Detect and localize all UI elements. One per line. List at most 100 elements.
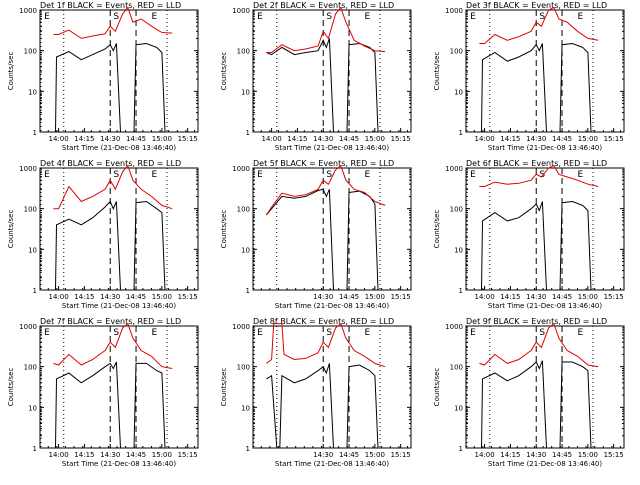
y-tick-label: 100	[450, 206, 463, 214]
events-series-line	[266, 38, 379, 133]
detector-panel: Det 3f BLACK = Events, RED = LLD 1 10 100 10…	[433, 1, 625, 152]
x-tick-label: 14:00	[48, 293, 68, 301]
marker-label: E	[365, 170, 371, 180]
y-tick-label: 1	[246, 287, 250, 295]
y-tick-label: 10	[28, 404, 37, 412]
marker-label: E	[578, 328, 584, 338]
marker-label: E	[470, 328, 476, 338]
marker-label: E	[44, 170, 50, 180]
marker-label: E	[578, 12, 584, 22]
y-tick-label: 10	[241, 404, 250, 412]
x-axis-label: Start Time (21-Dec-08 13:46:40)	[488, 144, 602, 152]
marker-label: S	[326, 328, 332, 338]
plot-frame	[465, 9, 625, 133]
y-axis-label: Counts/sec	[7, 52, 15, 91]
y-tick-label: 10	[28, 88, 37, 96]
panel-title: Det 6f BLACK = Events, RED = LLD	[466, 159, 607, 168]
lld-series-line	[479, 322, 599, 368]
x-tick-label: 15:00	[365, 293, 385, 301]
x-tick-label: 14:15	[500, 451, 520, 459]
x-tick-label: 14:30	[526, 293, 546, 301]
x-tick-label: 14:00	[48, 451, 68, 459]
lld-series-line	[53, 164, 173, 210]
panel-title: Det 2f BLACK = Events, RED = LLD	[253, 1, 394, 10]
detector-panel: Det 6f BLACK = Events, RED = LLD 1 10 100 10…	[433, 159, 625, 310]
marker-label: E	[152, 12, 158, 22]
lld-series-line	[53, 6, 173, 39]
marker-label: E	[365, 12, 371, 22]
detector-panel: Det 9f BLACK = Events, RED = LLD 1 10 100 10…	[433, 317, 625, 468]
detector-panel: Det 2f BLACK = Events, RED = LLD 1 10 100 10…	[220, 1, 412, 152]
x-axis-label: Start Time (21-Dec-08 13:46:40)	[62, 144, 176, 152]
detector-panel: Det 4f BLACK = Events, RED = LLD 1 10 100 10…	[7, 159, 199, 310]
x-tick-label: 14:15	[500, 293, 520, 301]
y-tick-label: 1000	[445, 7, 463, 15]
events-series-line	[55, 361, 166, 449]
x-axis-label: Start Time (21-Dec-08 13:46:40)	[488, 302, 602, 310]
y-tick-label: 1	[246, 445, 250, 453]
lld-series-line	[265, 164, 386, 216]
lld-series-line	[266, 322, 386, 368]
y-axis-label: Counts/sec	[7, 210, 15, 249]
x-tick-label: 15:15	[604, 293, 624, 301]
detector-panel: Det 1f BLACK = Events, RED = LLD 1 10 100 10…	[7, 1, 199, 152]
x-tick-label: 14:45	[552, 135, 572, 143]
x-axis-label: Start Time (21-Dec-08 13:46:40)	[62, 302, 176, 310]
y-tick-label: 100	[24, 364, 37, 372]
panel-title: Det 9f BLACK = Events, RED = LLD	[466, 317, 607, 326]
plot-frame	[465, 167, 625, 291]
marker-label: E	[44, 328, 50, 338]
marker-label: E	[257, 12, 263, 22]
y-axis-label: Counts/sec	[220, 52, 228, 91]
x-tick-label: 15:15	[391, 135, 411, 143]
x-tick-label: 14:45	[126, 135, 146, 143]
x-tick-label: 14:15	[74, 293, 94, 301]
x-axis-label: Start Time (21-Dec-08 13:46:40)	[62, 460, 176, 468]
x-axis-label: Start Time (21-Dec-08 13:46:40)	[488, 460, 602, 468]
events-series-line	[55, 200, 166, 291]
y-tick-label: 10	[241, 246, 250, 254]
y-tick-label: 1000	[445, 323, 463, 331]
lld-series-line	[479, 164, 599, 187]
y-tick-label: 1000	[232, 323, 250, 331]
events-series-line	[481, 42, 592, 133]
x-tick-label: 14:00	[474, 135, 494, 143]
marker-label: S	[539, 170, 545, 180]
y-tick-label: 1000	[232, 7, 250, 15]
y-tick-label: 100	[450, 48, 463, 56]
y-tick-label: 100	[237, 364, 250, 372]
plot-frame	[252, 325, 412, 449]
y-axis-label: Counts/sec	[7, 368, 15, 407]
marker-label: S	[326, 170, 332, 180]
x-tick-label: 15:15	[178, 135, 198, 143]
plot-frame	[465, 325, 625, 449]
plot-frame	[252, 9, 412, 133]
x-tick-label: 14:15	[74, 135, 94, 143]
panel-title: Det 4f BLACK = Events, RED = LLD	[40, 159, 181, 168]
marker-label: E	[470, 12, 476, 22]
marker-label: S	[326, 12, 332, 22]
x-tick-label: 15:15	[391, 293, 411, 301]
y-tick-label: 10	[454, 88, 463, 96]
marker-label: E	[152, 170, 158, 180]
x-tick-label: 15:15	[604, 451, 624, 459]
y-tick-label: 10	[454, 246, 463, 254]
events-series-line	[55, 42, 166, 133]
x-tick-label: 14:30	[100, 451, 120, 459]
x-tick-label: 15:00	[365, 451, 385, 459]
lld-series-line	[266, 6, 386, 53]
events-series-line	[481, 200, 592, 291]
y-tick-label: 1000	[19, 165, 37, 173]
x-tick-label: 15:15	[178, 293, 198, 301]
x-axis-label: Start Time (21-Dec-08 13:46:40)	[275, 460, 389, 468]
events-series-line	[266, 188, 379, 291]
y-tick-label: 100	[237, 48, 250, 56]
y-axis-label: Counts/sec	[220, 210, 228, 249]
x-tick-label: 15:00	[152, 135, 172, 143]
y-tick-label: 100	[24, 206, 37, 214]
y-tick-label: 1	[459, 445, 463, 453]
y-axis-label: Counts/sec	[433, 210, 441, 249]
plot-frame	[39, 325, 199, 449]
x-tick-label: 15:00	[578, 293, 598, 301]
y-tick-label: 1	[246, 129, 250, 137]
